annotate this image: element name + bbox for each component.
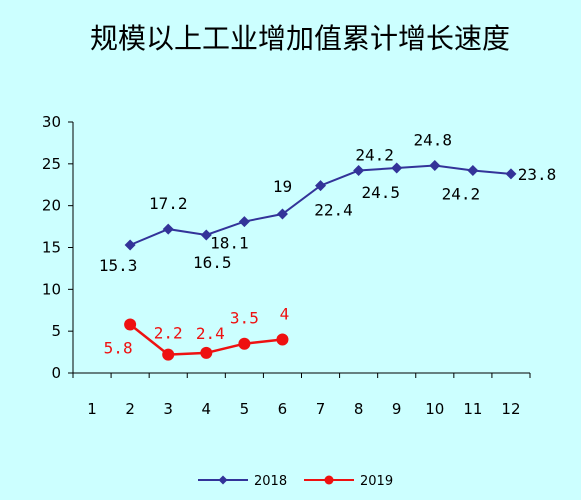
legend: 2018 2019: [198, 474, 393, 489]
data-point: [124, 318, 137, 331]
x-tick-label: 12: [501, 400, 520, 418]
data-label: 4: [280, 305, 290, 324]
x-tick-labels: 1 2 3 4 5 6 7 8 9 10 11 12: [87, 400, 520, 418]
legend-marker: [218, 475, 228, 485]
x-tick-label: 1: [87, 400, 97, 418]
data-point: [238, 337, 251, 350]
series-2019: [124, 318, 289, 361]
data-point: [505, 168, 517, 180]
legend-item-2019: 2019: [304, 474, 393, 489]
data-point: [276, 333, 289, 346]
legend-marker: [324, 475, 334, 485]
data-label: 24.2: [355, 146, 394, 165]
data-label: 15.3: [99, 256, 138, 275]
data-label: 23.8: [518, 165, 557, 184]
data-point: [238, 216, 250, 228]
data-point: [391, 162, 403, 174]
y-tick-label: 10: [42, 280, 61, 298]
y-tick-label: 25: [42, 155, 61, 173]
y-tick-labels: 0 5 10 15 20 25 30: [42, 113, 61, 382]
y-tick-label: 15: [42, 239, 61, 257]
series-layer: [124, 160, 517, 361]
x-tick-label: 9: [392, 400, 402, 418]
x-tick-label: 6: [278, 400, 288, 418]
data-label: 18.1: [210, 234, 249, 253]
series-2018: [124, 160, 517, 251]
data-point: [124, 239, 136, 251]
legend-label: 2018: [254, 474, 287, 489]
data-label: 17.2: [149, 194, 188, 213]
axes: [68, 121, 531, 378]
data-label: 2.4: [196, 324, 225, 343]
data-label: 24.8: [414, 131, 453, 150]
x-tick-label: 10: [425, 400, 444, 418]
x-tick-label: 3: [163, 400, 173, 418]
data-label: 5.8: [104, 338, 133, 357]
x-tick-label: 11: [463, 400, 482, 418]
x-tick-label: 8: [354, 400, 364, 418]
data-point: [200, 346, 213, 359]
y-tick-label: 5: [51, 322, 61, 340]
data-point: [276, 208, 288, 220]
data-point: [429, 160, 441, 172]
chart-title: 规模以上工业增加值累计增长速度: [90, 22, 510, 55]
x-tick-label: 7: [316, 400, 326, 418]
data-label: 24.2: [442, 185, 481, 204]
data-labels: 15.3 17.2 16.518.1 19 22.4 24.2 24.5 24.8 24.2 23…: [99, 131, 556, 358]
data-label: 3.5: [230, 309, 259, 328]
data-label: 19: [273, 177, 292, 196]
data-point: [200, 229, 212, 241]
y-tick-label: 20: [42, 197, 61, 215]
legend-label: 2019: [360, 474, 393, 489]
y-tick-label: 0: [51, 364, 61, 382]
data-label: 2.2: [154, 324, 183, 343]
y-tick-label: 30: [42, 113, 61, 131]
data-point: [353, 165, 365, 177]
legend-item-2018: 2018: [198, 474, 287, 489]
data-label: 24.5: [361, 183, 400, 202]
data-point: [315, 180, 327, 192]
data-point: [467, 165, 479, 177]
x-tick-label: 4: [202, 400, 212, 418]
data-point: [162, 223, 174, 235]
data-point: [162, 348, 175, 361]
data-label: 22.4: [314, 201, 353, 220]
data-label: 16.5: [193, 253, 232, 272]
x-tick-label: 2: [125, 400, 135, 418]
x-tick-label: 5: [240, 400, 250, 418]
